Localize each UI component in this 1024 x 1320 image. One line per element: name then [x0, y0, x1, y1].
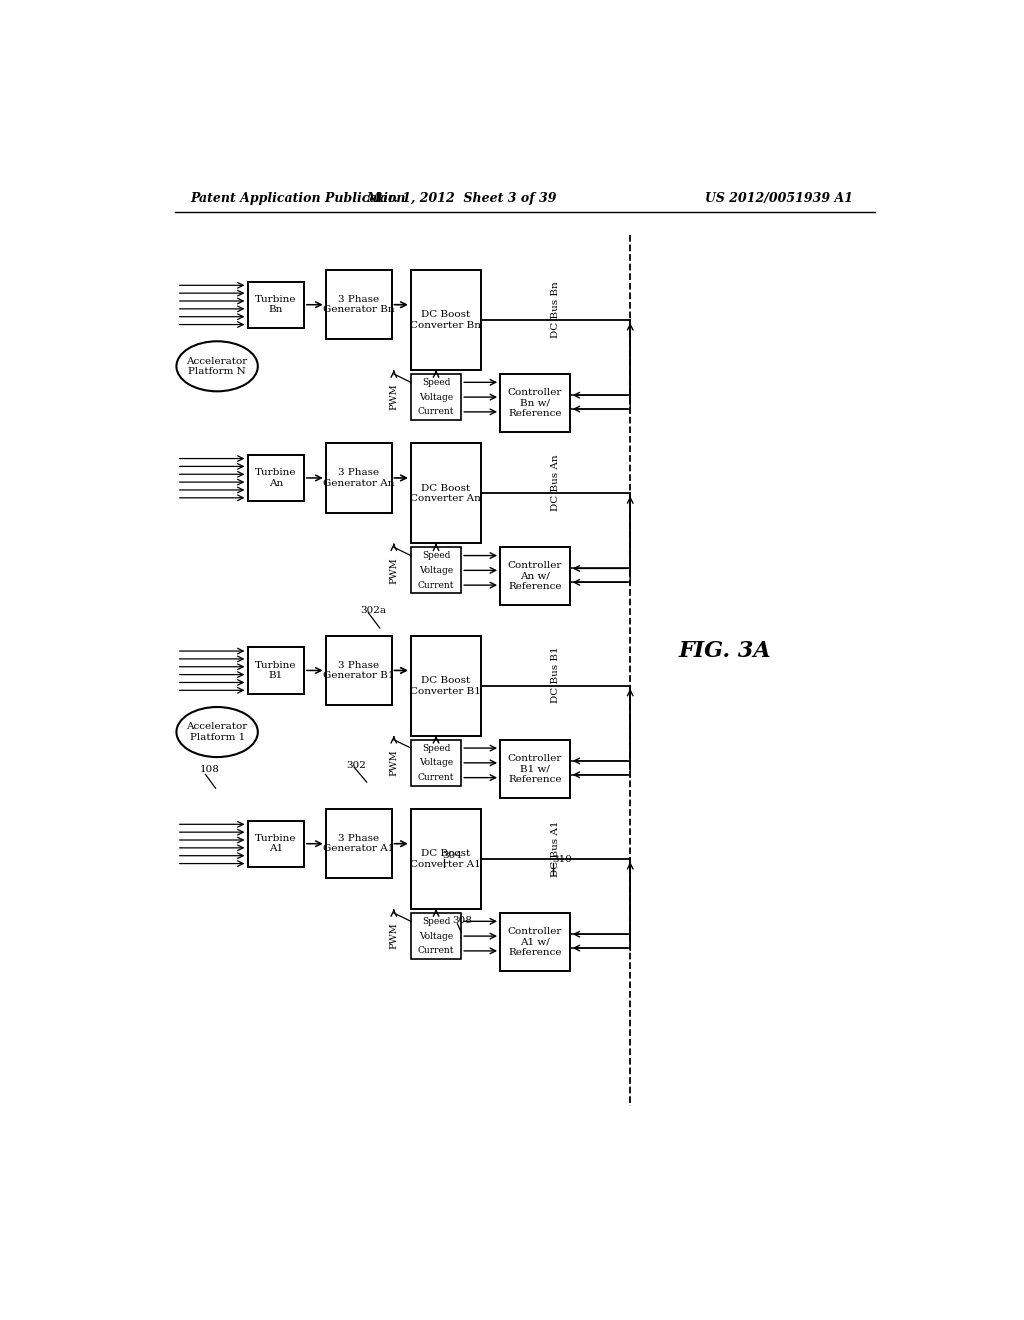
Text: 3 Phase
Generator Bn: 3 Phase Generator Bn [323, 294, 394, 314]
Text: 304: 304 [442, 851, 462, 859]
Text: 302: 302 [346, 760, 367, 770]
Text: Voltage: Voltage [419, 392, 454, 401]
Text: Accelerator
Platform 1: Accelerator Platform 1 [186, 722, 248, 742]
Text: PWM: PWM [389, 923, 398, 949]
Text: Voltage: Voltage [419, 759, 454, 767]
Bar [248, 647, 304, 693]
Text: Controller
B1 w/
Reference: Controller B1 w/ Reference [508, 754, 562, 784]
Bar [500, 374, 569, 432]
Bar [326, 444, 391, 512]
Text: Controller
Bn w/
Reference: Controller Bn w/ Reference [508, 388, 562, 417]
Text: DC Bus B1: DC Bus B1 [551, 647, 560, 704]
Text: PWM: PWM [389, 557, 398, 583]
Ellipse shape [176, 708, 258, 758]
Text: Turbine
A1: Turbine A1 [255, 834, 297, 854]
Bar [411, 636, 480, 737]
Text: FIG. 3A: FIG. 3A [679, 640, 771, 663]
Bar [411, 271, 480, 370]
Bar [326, 271, 391, 339]
Text: PWM: PWM [389, 750, 398, 776]
Bar [411, 374, 461, 420]
Text: Turbine
An: Turbine An [255, 469, 297, 487]
Bar [326, 636, 391, 705]
Text: 3 Phase
Generator B1: 3 Phase Generator B1 [323, 661, 394, 680]
Text: DC Boost
Converter A1: DC Boost Converter A1 [411, 849, 481, 869]
Text: DC Boost
Converter B1: DC Boost Converter B1 [411, 676, 481, 696]
Text: Turbine
Bn: Turbine Bn [255, 294, 297, 314]
Text: Mar. 1, 2012  Sheet 3 of 39: Mar. 1, 2012 Sheet 3 of 39 [366, 191, 556, 205]
Text: 108: 108 [200, 764, 220, 774]
Bar [411, 913, 461, 960]
Text: Speed: Speed [422, 550, 451, 560]
Text: PWM: PWM [389, 384, 398, 411]
Text: 302a: 302a [360, 606, 386, 615]
Text: Current: Current [418, 408, 455, 416]
Text: 3 Phase
Generator An: 3 Phase Generator An [323, 469, 394, 487]
Text: Controller
A1 w/
Reference: Controller A1 w/ Reference [508, 927, 562, 957]
Text: Turbine
B1: Turbine B1 [255, 661, 297, 680]
Ellipse shape [176, 342, 258, 391]
Text: DC Boost
Converter An: DC Boost Converter An [411, 483, 481, 503]
Text: DC Boost
Converter Bn: DC Boost Converter Bn [411, 310, 481, 330]
Bar [500, 739, 569, 797]
Bar [411, 739, 461, 785]
Bar [326, 809, 391, 878]
Text: Patent Application Publication: Patent Application Publication [190, 191, 406, 205]
Text: DC Bus An: DC Bus An [551, 454, 560, 511]
Text: 3 Phase
Generator A1: 3 Phase Generator A1 [323, 834, 394, 854]
Text: Speed: Speed [422, 743, 451, 752]
Text: Voltage: Voltage [419, 566, 454, 574]
Text: Speed: Speed [422, 378, 451, 387]
Text: Voltage: Voltage [419, 932, 454, 941]
Bar [248, 281, 304, 327]
Bar [248, 455, 304, 502]
Text: Current: Current [418, 581, 455, 590]
Text: Current: Current [418, 774, 455, 783]
Bar [411, 444, 480, 544]
Text: 308: 308 [452, 916, 472, 925]
Bar [500, 548, 569, 605]
Text: US 2012/0051939 A1: US 2012/0051939 A1 [706, 191, 853, 205]
Bar [248, 821, 304, 867]
Text: DC Bus Bn: DC Bus Bn [551, 281, 560, 338]
Text: Accelerator
Platform N: Accelerator Platform N [186, 356, 248, 376]
Text: DC Bus A1: DC Bus A1 [551, 820, 560, 876]
Bar [500, 913, 569, 970]
Bar [411, 809, 480, 909]
Text: 310: 310 [553, 854, 572, 863]
Bar [411, 548, 461, 594]
Text: Speed: Speed [422, 917, 451, 925]
Text: Current: Current [418, 946, 455, 956]
Text: Controller
An w/
Reference: Controller An w/ Reference [508, 561, 562, 591]
